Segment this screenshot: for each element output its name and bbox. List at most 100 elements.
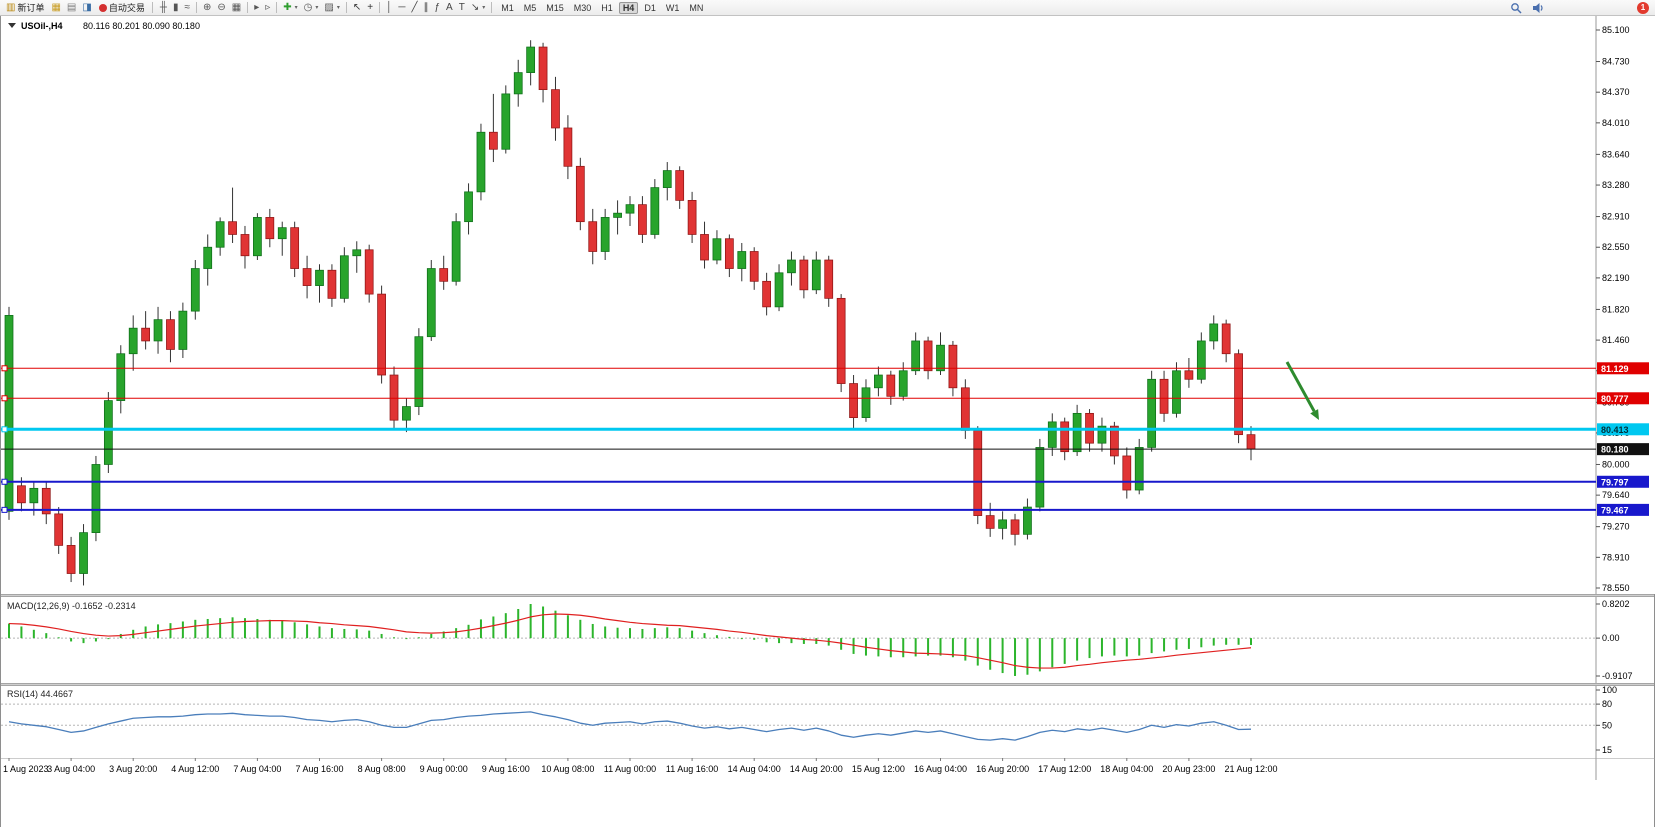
timeframe-button-m1[interactable]: M1 bbox=[501, 2, 514, 13]
arrows-button[interactable]: ↘ ▾ bbox=[468, 2, 488, 14]
text-button[interactable]: A bbox=[443, 2, 456, 14]
macd-panel[interactable]: 0.8202 0.00 -0.9107 MACD(12,26,9) -0.1652 -… bbox=[1, 597, 1654, 683]
candle bbox=[923, 340, 933, 372]
toolbar: ▥ 新订单 ▦ ▤ ◨ 自动交易 ╫ ▮ ≈ ⊕ ⊖ ▦ ▸ ▹ ✚ ▾ ◷ ▾ ▨ ▾ ↖ + │ ─ ╱ ∥ ƒ A T ↘ ▾… bbox=[0, 0, 1655, 16]
macd-indicator-label: MACD(12,26,9) -0.1652 -0.2314 bbox=[7, 601, 136, 611]
toolbar-separator bbox=[151, 2, 153, 13]
time-axis[interactable]: 1 Aug 2023 3 Aug 04:00 3 Aug 20:00 4 Aug 12… bbox=[1, 758, 1655, 780]
zoom-out-button[interactable]: ⊖ bbox=[214, 2, 228, 14]
timeframe-button-m30[interactable]: M30 bbox=[573, 2, 592, 13]
main-chart-panel[interactable]: 85.100 84.730 84.370 84.010 83.640 83.280 82.9… bbox=[1, 16, 1655, 594]
candle bbox=[898, 370, 908, 397]
candle bbox=[563, 127, 573, 167]
candle bbox=[960, 387, 970, 431]
zoom-in-icon: ⊕ bbox=[202, 1, 212, 13]
timeframe-button-d1[interactable]: D1 bbox=[644, 2, 656, 13]
candle bbox=[1010, 519, 1020, 535]
support-line-2-handle[interactable] bbox=[1, 506, 8, 513]
crosshair-button[interactable]: + bbox=[364, 2, 376, 14]
resistance-line-2-handle[interactable] bbox=[1, 395, 8, 402]
templates-button[interactable]: ▨ ▾ bbox=[321, 2, 342, 14]
price-axis[interactable] bbox=[1596, 16, 1655, 594]
timeframe-button-h4[interactable]: H4 bbox=[618, 1, 639, 14]
label-button[interactable]: T bbox=[456, 2, 468, 14]
candle bbox=[724, 238, 734, 269]
macd-canvas[interactable]: 0.8202 0.00 -0.9107 MACD(12,26,9) -0.1652 -… bbox=[1, 597, 1655, 683]
auto-scroll-button[interactable]: ▸ bbox=[251, 2, 262, 14]
tile-windows-button[interactable]: ▦ bbox=[229, 2, 244, 14]
candle bbox=[538, 46, 548, 91]
auto-trading-button[interactable]: 自动交易 bbox=[96, 0, 148, 15]
channel-icon: ∥ bbox=[423, 1, 429, 13]
resistance-line-2-badge bbox=[1597, 392, 1649, 405]
candle bbox=[41, 487, 51, 515]
chart-ohlc-values: 80.116 80.201 80.090 80.180 bbox=[83, 21, 200, 31]
toolbar-separator bbox=[379, 2, 381, 13]
trendline-button[interactable]: ╱ bbox=[408, 2, 420, 14]
notification-badge[interactable]: 1 bbox=[1637, 1, 1649, 14]
market-watch-button[interactable]: ◨ bbox=[79, 2, 94, 14]
line-chart-mode-button[interactable]: ≈ bbox=[181, 2, 193, 14]
time-label: 4 Aug 12:00 bbox=[171, 764, 219, 774]
candle bbox=[588, 221, 598, 252]
channel-button[interactable]: ∥ bbox=[420, 2, 431, 14]
candle bbox=[426, 268, 436, 338]
candlestick-mode-icon: ▮ bbox=[172, 1, 179, 13]
chart-symbol-label: USOil-,H4 bbox=[21, 21, 63, 31]
candle bbox=[327, 269, 337, 299]
main-chart-canvas[interactable]: 85.100 84.730 84.370 84.010 83.640 83.280 82.9… bbox=[1, 16, 1655, 594]
profiles-button[interactable]: ▤ bbox=[64, 2, 79, 14]
support-line-1-handle[interactable] bbox=[1, 478, 8, 485]
candle bbox=[240, 234, 250, 257]
price-tick-label: 79.270 bbox=[1602, 522, 1630, 532]
toolbar-right: 1 bbox=[1510, 1, 1652, 14]
trend-arrow[interactable] bbox=[1285, 361, 1319, 420]
charts-button[interactable]: ▦ bbox=[48, 2, 63, 14]
timeframe-button-m15[interactable]: M15 bbox=[546, 2, 564, 13]
collapse-toggle-icon[interactable] bbox=[8, 23, 16, 28]
time-label: 14 Aug 04:00 bbox=[728, 764, 781, 774]
indicators-button[interactable]: ✚ ▾ bbox=[280, 2, 300, 14]
bar-chart-mode-button[interactable]: ╫ bbox=[157, 2, 170, 14]
resistance-line-1-handle[interactable] bbox=[1, 365, 8, 372]
candle bbox=[501, 93, 511, 150]
vertical-line-button[interactable]: │ bbox=[383, 2, 395, 14]
candle bbox=[315, 269, 324, 286]
fibonacci-button[interactable]: ƒ bbox=[431, 2, 443, 14]
timeframe-button-mn[interactable]: MN bbox=[689, 2, 704, 13]
rsi-axis-label: 50 bbox=[1602, 720, 1612, 730]
new-order-button[interactable]: ▥ 新订单 bbox=[3, 0, 47, 15]
rsi-canvas[interactable]: 100 80 50 15 RSI(14) 44.4667 bbox=[1, 686, 1655, 758]
cursor-button[interactable]: ↖ bbox=[350, 2, 364, 14]
panel-divider[interactable] bbox=[1, 683, 1654, 686]
horizontal-line-button[interactable]: ─ bbox=[395, 2, 408, 14]
toolbar-separator bbox=[195, 2, 197, 13]
candle bbox=[836, 297, 846, 384]
price-tick-label: 84.010 bbox=[1602, 118, 1630, 128]
bar-chart-mode-icon: ╫ bbox=[159, 1, 167, 13]
chart-shift-button[interactable]: ▹ bbox=[262, 2, 273, 14]
zoom-in-button[interactable]: ⊕ bbox=[200, 2, 214, 14]
candle bbox=[1047, 421, 1057, 448]
timeframe-button-w1[interactable]: W1 bbox=[665, 2, 680, 13]
dropdown-caret-icon: ▾ bbox=[482, 5, 486, 11]
candle bbox=[1023, 506, 1032, 535]
search-icon[interactable] bbox=[1510, 2, 1522, 14]
support-line-cyan-handle[interactable] bbox=[1, 426, 8, 433]
panel-divider[interactable] bbox=[1, 594, 1654, 597]
time-label: 14 Aug 20:00 bbox=[790, 764, 843, 774]
timeframe-button-m5[interactable]: M5 bbox=[523, 2, 537, 13]
rsi-panel[interactable]: 100 80 50 15 RSI(14) 44.4667 bbox=[1, 686, 1654, 758]
new-order-icon: ▥ bbox=[6, 1, 16, 13]
speaker-icon[interactable] bbox=[1532, 2, 1545, 14]
macd-axis-label: 0.00 bbox=[1602, 633, 1620, 643]
candle bbox=[389, 374, 399, 421]
periods-button[interactable]: ◷ ▾ bbox=[301, 2, 322, 14]
timeframe-button-h1[interactable]: H1 bbox=[601, 2, 613, 13]
time-label: 16 Aug 20:00 bbox=[976, 764, 1029, 774]
toolbar-separator bbox=[247, 2, 249, 13]
candle bbox=[762, 280, 771, 308]
candlestick-mode-button[interactable]: ▮ bbox=[170, 2, 182, 14]
auto-trading-status-icon bbox=[98, 3, 107, 12]
